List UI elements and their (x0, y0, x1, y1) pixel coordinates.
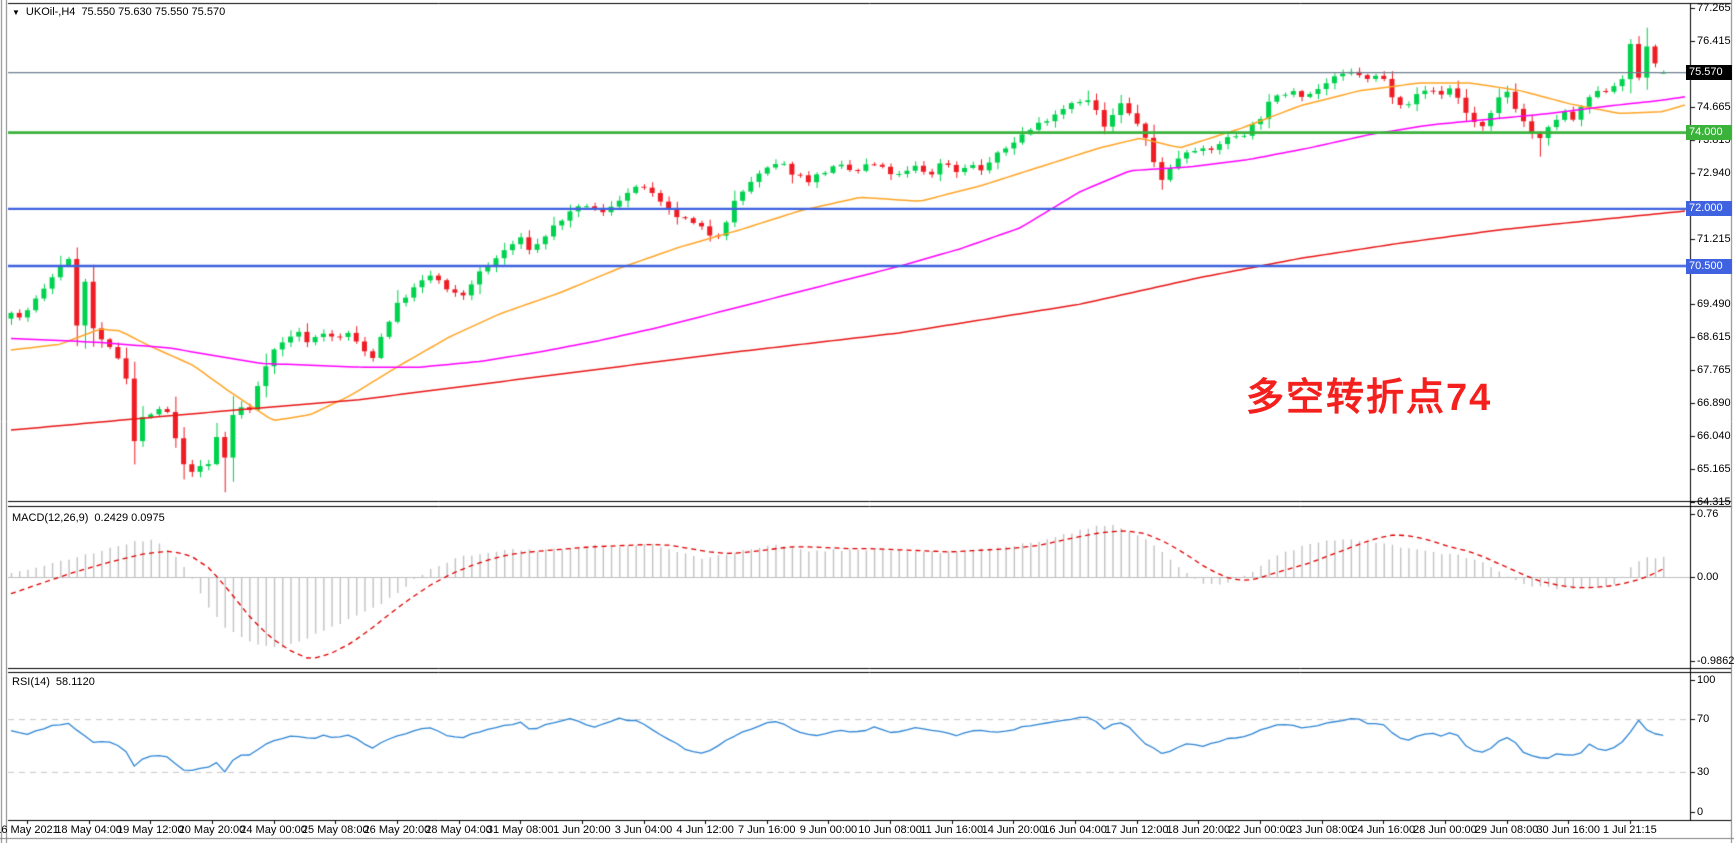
y-axis-label: 0.00 (1697, 571, 1719, 583)
time-label: 7 Jun 16:00 (738, 824, 796, 836)
y-axis-label: 69.490 (1697, 298, 1731, 310)
time-label: 28 May 04:00 (425, 824, 492, 836)
time-label: 22 Jun 00:00 (1228, 824, 1292, 836)
time-label: 1 Jul 21:15 (1602, 824, 1657, 836)
time-label: 11 Jun 16:00 (920, 824, 984, 836)
time-label: 18 Jun 20:00 (1166, 824, 1231, 836)
y-axis-label: -0.9862 (1697, 655, 1734, 667)
symbol-ohlc-values: 75.550 75.630 75.550 75.570 (81, 6, 226, 18)
time-label: 29 Jun 08:00 (1474, 824, 1539, 836)
y-axis-label: 77.265 (1697, 2, 1731, 14)
y-axis-label: 74.665 (1697, 101, 1731, 113)
y-axis-label: 72.940 (1697, 167, 1731, 179)
time-label: 4 Jun 12:00 (676, 824, 734, 836)
y-axis-label: 0.76 (1697, 508, 1719, 520)
y-axis-label: 68.615 (1697, 331, 1731, 343)
time-label: 14 Jun 20:00 (981, 824, 1046, 836)
y-axis-label: 0 (1697, 806, 1704, 818)
rsi-name: RSI(14) (12, 676, 50, 688)
time-label: 20 May 20:00 (178, 824, 246, 836)
price-tag-72.000: 72.000 (1686, 201, 1732, 217)
y-axis-label: 64.315 (1697, 496, 1731, 508)
symbol-name: UKOil-,H4 (25, 6, 76, 18)
rsi-indicator-label: RSI(14) 58.1120 (12, 676, 95, 689)
time-label: 16 May 2021 (0, 824, 59, 836)
macd-name: MACD(12,26,9) (12, 512, 89, 524)
y-axis-label: 30 (1697, 766, 1710, 778)
time-label: 25 May 08:00 (301, 824, 369, 836)
time-label: 31 May 08:00 (486, 824, 554, 836)
time-label: 3 Jun 04:00 (614, 824, 673, 836)
symbol-dropdown-icon[interactable]: ▼ (12, 8, 20, 17)
macd-values: 0.2429 0.0975 (94, 512, 165, 524)
time-label: 28 Jun 00:00 (1413, 824, 1477, 836)
time-label: 24 Jun 16:00 (1351, 824, 1416, 836)
y-axis-label: 70 (1697, 713, 1710, 725)
time-label: 1 Jun 20:00 (553, 824, 611, 836)
time-label: 17 Jun 12:00 (1104, 824, 1169, 836)
y-axis-label: 65.165 (1697, 463, 1731, 475)
time-label: 26 May 20:00 (363, 824, 431, 836)
y-axis-label: 100 (1697, 674, 1716, 686)
time-label: 19 May 12:00 (116, 824, 184, 836)
time-label: 18 May 04:00 (55, 824, 122, 836)
time-label: 24 May 00:00 (240, 824, 307, 836)
chart-annotation-text: 多空转折点74 (1246, 377, 1493, 419)
y-axis-label: 66.040 (1697, 430, 1731, 442)
symbol-label: ▼ UKOil-,H4 75.550 75.630 75.550 75.570 (12, 6, 225, 19)
price-tag-74.000: 74.000 (1686, 125, 1732, 141)
y-axis-label: 67.765 (1697, 364, 1731, 376)
time-label: 23 Jun 08:00 (1289, 824, 1354, 836)
time-label: 9 Jun 00:00 (799, 824, 858, 836)
y-axis-label: 71.215 (1697, 233, 1731, 245)
macd-indicator-label: MACD(12,26,9) 0.2429 0.0975 (12, 512, 165, 525)
y-axis-label: 76.415 (1697, 35, 1731, 47)
time-label: 10 Jun 08:00 (858, 824, 922, 836)
rsi-value: 58.1120 (55, 676, 95, 688)
time-label: 16 Jun 04:00 (1043, 824, 1107, 836)
y-axis-label: 66.890 (1697, 397, 1731, 409)
time-label: 30 Jun 16:00 (1536, 824, 1601, 836)
price-tag-70.500: 70.500 (1686, 258, 1732, 274)
price-tag-75.570: 75.570 (1686, 65, 1732, 81)
